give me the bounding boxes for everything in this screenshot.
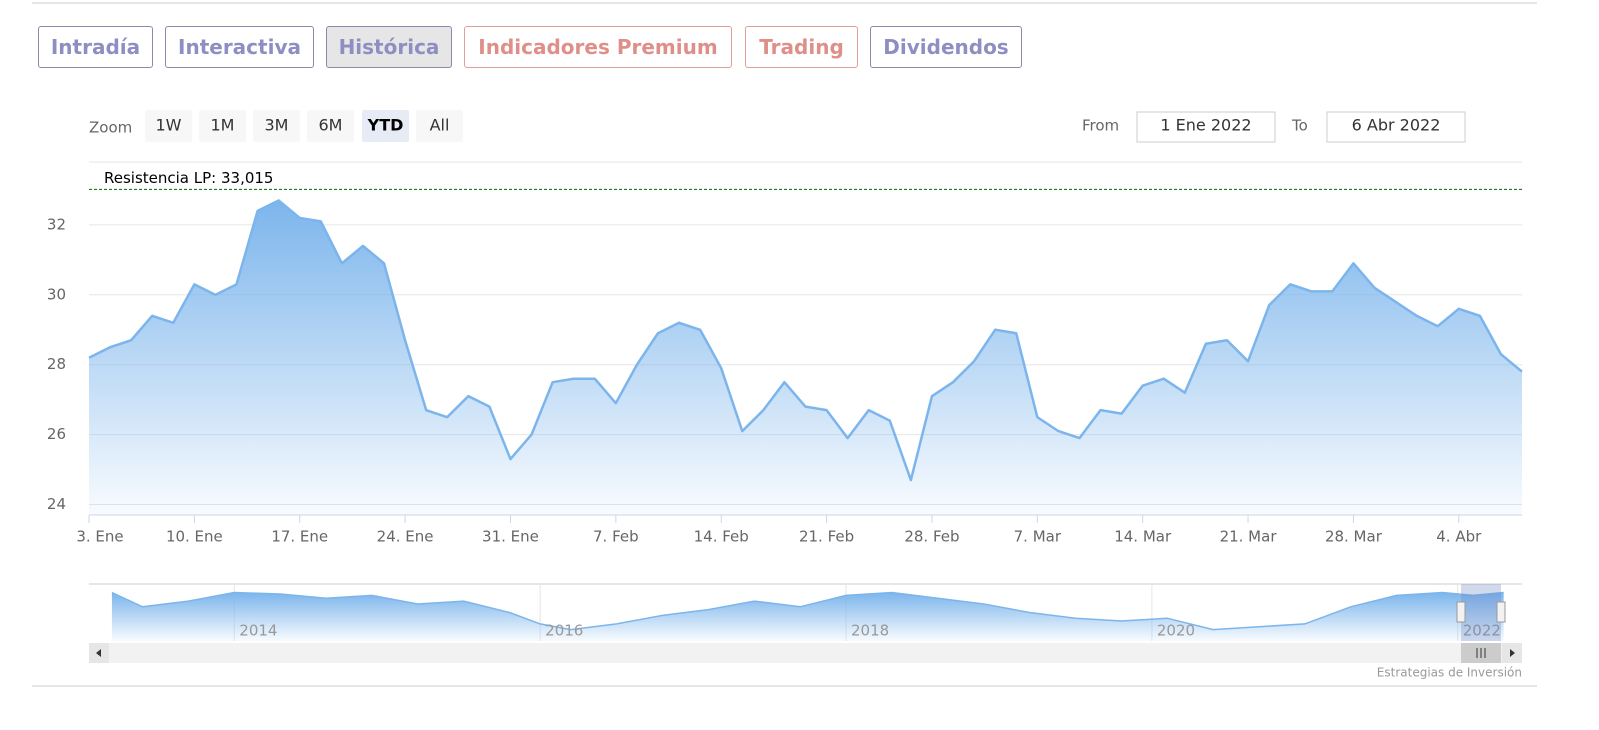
from-input[interactable] [1136,111,1276,143]
zoom-button[interactable] [362,110,409,142]
zoom-button-label: 1W [156,116,182,135]
navigator-label: 2022 [1463,622,1501,640]
x-tick-label: 7. Feb [593,528,639,546]
from-label: From [1082,117,1119,135]
to-label: To [1291,117,1308,135]
zoom-button-label: 6M [319,116,343,135]
x-tick-label: 28. Feb [904,528,959,546]
navigator-line [111,591,1504,631]
navigator-label: 2020 [1157,622,1195,640]
zoom-button[interactable] [253,110,300,142]
zoom-button[interactable] [307,110,354,142]
zoom-button[interactable] [416,110,463,142]
y-tick-label: 28 [47,355,66,373]
navigator-area [111,592,1504,641]
x-tick-label: 24. Ene [377,528,434,546]
x-tick-label: 14. Feb [694,528,749,546]
x-tick-label: 14. Mar [1114,528,1172,546]
x-tick-label: 4. Abr [1436,528,1482,546]
tab[interactable]: Histórica [326,26,452,68]
to-value: 6 Abr 2022 [1352,116,1441,135]
credits: Estrategias de Inversión [1377,666,1522,680]
x-tick-label: 31. Ene [482,528,539,546]
line [88,199,1523,482]
x-tick-label: 21. Feb [799,528,854,546]
x-tick-label: 17. Ene [271,528,328,546]
zoom-button-label: 1M [211,116,235,135]
x-tick-label: 10. Ene [166,528,223,546]
x-tick-label: 3. Ene [76,528,123,546]
navigator-label: 2016 [545,622,583,640]
tab[interactable]: Interactiva [165,26,314,68]
zoom-label: Zoom [89,119,132,137]
scrollbar-arrow [96,649,101,657]
x-tick-label: 21. Mar [1220,528,1278,546]
navigator-selection [1461,584,1501,641]
navigator-handle[interactable] [1456,601,1466,623]
tab[interactable]: Intradía [38,26,153,68]
y-tick-label: 32 [47,215,66,233]
navigator-label: 2014 [239,622,277,640]
area [89,200,1522,515]
tab[interactable]: Trading [745,26,858,68]
scrollbar [89,643,1522,663]
scrollbar-arrow [1510,649,1515,657]
x-tick-label: 7. Mar [1014,528,1062,546]
to-input[interactable] [1326,111,1466,143]
zoom-button[interactable] [199,110,246,142]
navigator-handle[interactable] [1496,601,1506,623]
from-value: 1 Ene 2022 [1160,116,1251,135]
tab[interactable]: Dividendos [870,26,1022,68]
tab[interactable]: Indicadores Premium [464,26,732,68]
y-tick-label: 26 [47,425,66,443]
zoom-button-label: 3M [265,116,289,135]
y-tick-label: 24 [47,495,66,513]
zoom-button-label: All [430,116,450,135]
resistance-label: Resistencia LP: 33,015 [104,169,273,187]
navigator-label: 2018 [851,622,889,640]
x-tick-label: 28. Mar [1325,528,1383,546]
scrollbar-grip [1476,648,1486,658]
zoom-button-label: YTD [367,116,404,135]
zoom-button[interactable] [145,110,192,142]
y-tick-label: 30 [47,285,66,303]
